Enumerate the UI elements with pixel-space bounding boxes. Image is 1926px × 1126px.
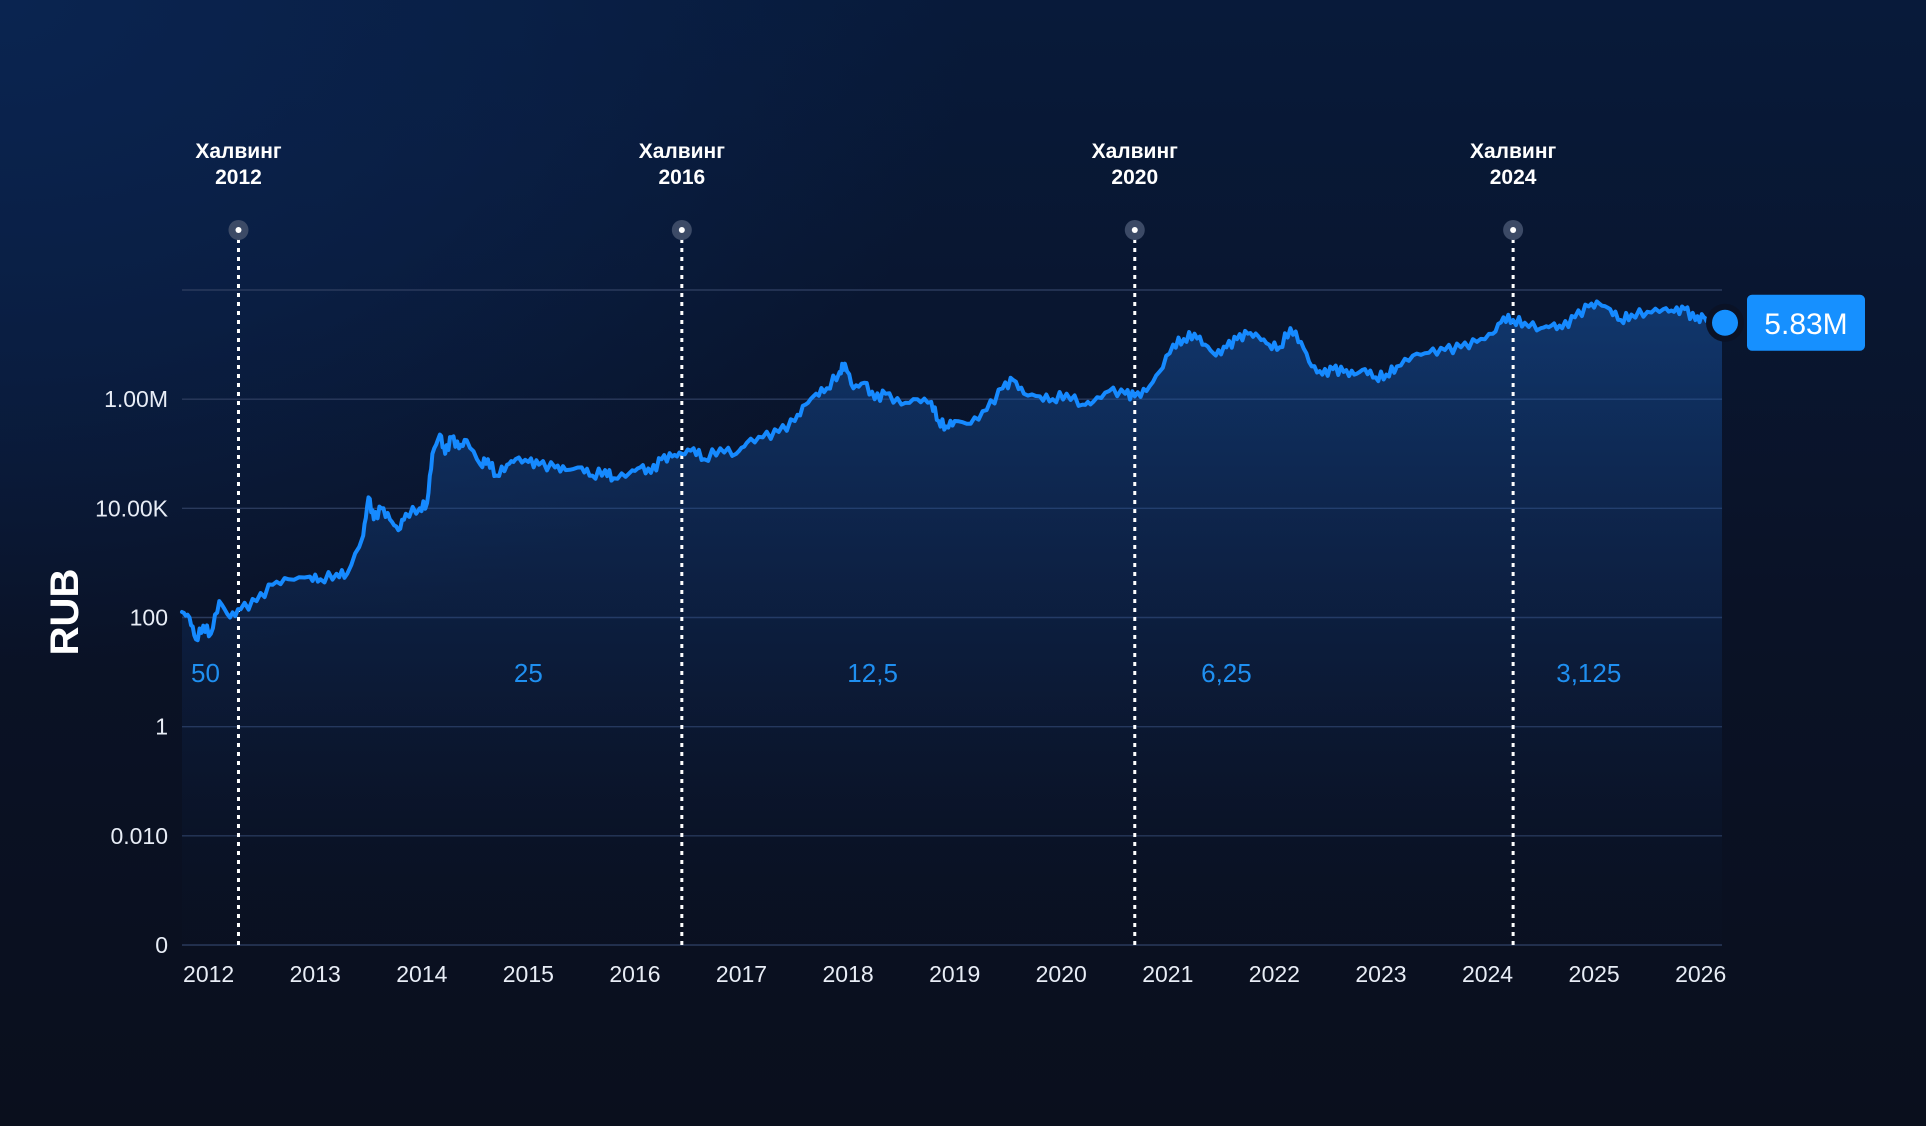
- area-fill: [182, 301, 1722, 945]
- x-tick-label: 2014: [396, 961, 447, 987]
- x-tick-label: 2018: [823, 961, 874, 987]
- x-tick-label: 2025: [1569, 961, 1620, 987]
- halving-markers: Халвинг 2012 Халвинг 2016 Халвинг 2020 Халвинг…: [195, 140, 1557, 945]
- x-tick-label: 2012: [183, 961, 234, 987]
- block-reward-label: 50: [191, 658, 220, 688]
- y-tick-label: 1: [155, 714, 168, 740]
- current-value-label: 5.83M: [1764, 308, 1847, 341]
- x-tick-label: 2022: [1249, 961, 1300, 987]
- series-area: [182, 301, 1722, 945]
- x-tick-label: 2019: [929, 961, 980, 987]
- halving-marker-center: [235, 227, 242, 233]
- y-axis-title: RUB: [43, 569, 87, 656]
- y-tick-label: 0.010: [110, 823, 168, 849]
- y-tick-label: 1.00M: [104, 386, 168, 412]
- y-axis-ticks: 0 0.010 1 100 10.00K 1.00M: [95, 386, 169, 958]
- y-tick-label: 100: [130, 605, 168, 631]
- x-tick-label: 2016: [609, 961, 660, 987]
- x-tick-label: 2023: [1355, 961, 1406, 987]
- halving-label-year: 2024: [1490, 166, 1537, 189]
- halving-marker-center: [678, 227, 685, 233]
- halving-label-line1: Халвинг: [1092, 140, 1179, 163]
- x-tick-label: 2017: [716, 961, 767, 987]
- halving-label-line1: Халвинг: [639, 140, 726, 163]
- halving-label-year: 2016: [658, 166, 705, 189]
- price-line: [180, 299, 1712, 643]
- x-tick-label: 2024: [1462, 961, 1513, 987]
- current-value-badge: [1747, 294, 1865, 351]
- x-tick-label: 2013: [290, 961, 341, 987]
- current-value-marker: 5.83M: [1706, 294, 1865, 351]
- block-reward-label: 12,5: [847, 658, 898, 688]
- halving-label-line1: Халвинг: [195, 140, 282, 163]
- halving-label-year: 2020: [1111, 166, 1158, 189]
- x-tick-label: 2026: [1675, 961, 1726, 987]
- halving-marker-center: [1131, 227, 1138, 233]
- block-reward-label: 3,125: [1556, 658, 1621, 688]
- series-line-btc-rub: [180, 299, 1712, 643]
- x-tick-label: 2021: [1142, 961, 1193, 987]
- current-value-dot: [1712, 309, 1738, 336]
- y-tick-label: 10.00K: [95, 495, 169, 521]
- block-reward-label: 25: [514, 658, 543, 688]
- halving-marker-center: [1510, 227, 1517, 233]
- x-tick-label: 2015: [503, 961, 554, 987]
- x-axis-ticks: 2012 2013 2014 2015 2016 2017 2018 2019 2020 2021…: [183, 961, 1726, 987]
- y-tick-label: 0: [155, 932, 168, 958]
- halving-label-line1: Халвинг: [1470, 140, 1557, 163]
- block-reward-labels: 50 25 12,5 6,25 3,125: [191, 658, 1621, 688]
- halving-label-year: 2012: [215, 166, 262, 189]
- x-tick-label: 2020: [1036, 961, 1087, 987]
- block-reward-label: 6,25: [1201, 658, 1252, 688]
